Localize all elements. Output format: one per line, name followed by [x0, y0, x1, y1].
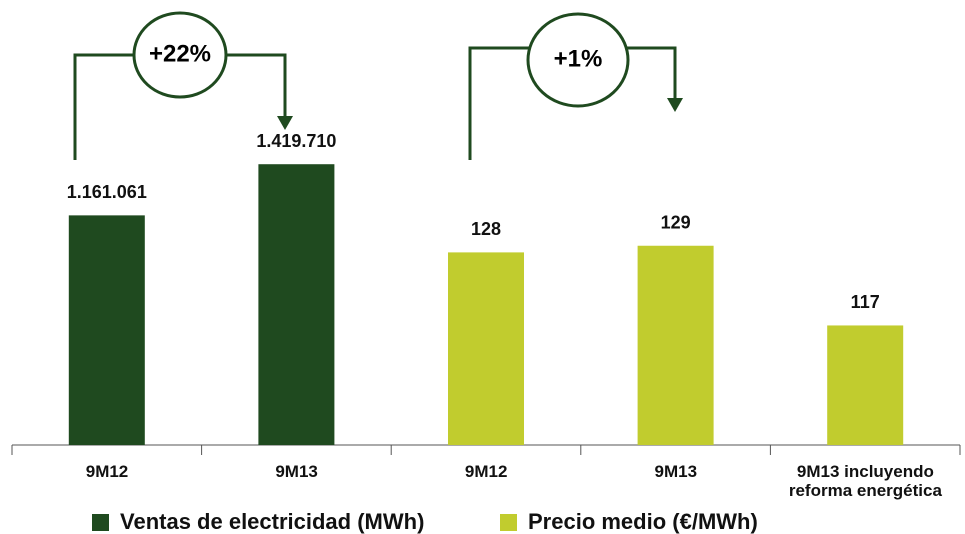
legend-label: Precio medio (€/MWh) [528, 509, 758, 534]
x-tick-label: 9M12 [85, 462, 129, 481]
data-label: 1.419.710 [256, 131, 336, 151]
annotation-circle [526, 12, 630, 108]
arrow-head [667, 98, 683, 112]
data-label: 117 [851, 292, 880, 312]
x-tick-label: 9M12 [464, 462, 508, 481]
x-tick-label: 9M13 [654, 462, 698, 481]
x-tick-label: 9M13 incluyendo reforma energética [788, 462, 942, 500]
legend-label: Ventas de electricidad (MWh) [120, 509, 424, 534]
legend-swatch [500, 514, 517, 531]
data-label: 1.161.061 [67, 182, 147, 202]
bar [637, 245, 714, 445]
x-tick-label: 9M13 [275, 462, 318, 481]
bar [68, 215, 145, 445]
bar [258, 164, 335, 446]
data-label: 128 [471, 219, 501, 239]
data-label: 129 [661, 212, 691, 232]
arrow-head [277, 116, 293, 130]
legend-swatch [92, 514, 109, 531]
annotation: +1% [554, 45, 603, 72]
bar [448, 252, 524, 445]
annotation-circle [132, 11, 228, 99]
bar [827, 325, 904, 445]
annotation: +22% [149, 40, 211, 67]
